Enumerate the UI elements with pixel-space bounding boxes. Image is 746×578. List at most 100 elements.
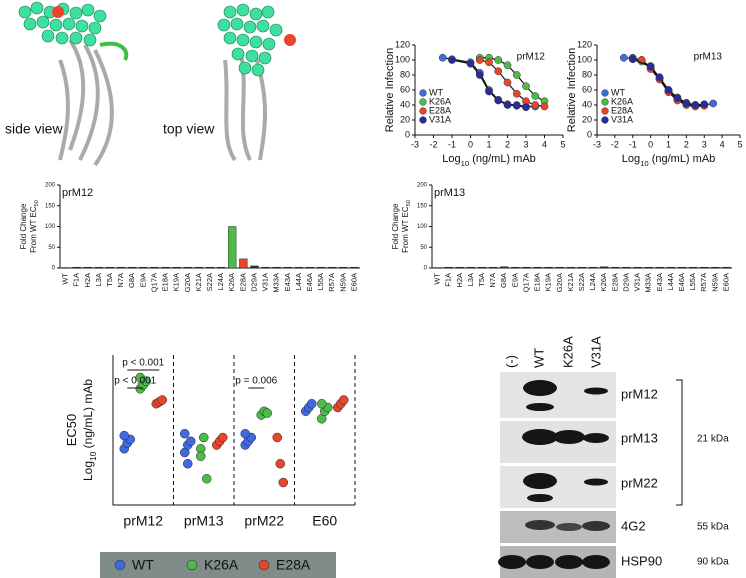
x-tick-label: K26A — [227, 273, 236, 291]
legend-marker — [419, 98, 427, 106]
x-tick-label: 5 — [737, 139, 742, 149]
x-tick-label: H2A — [83, 273, 92, 288]
y-tick-label: 0 — [424, 266, 428, 272]
x-tick-label: L44A — [666, 273, 675, 291]
point — [485, 87, 493, 96]
x-tick-label: M33A — [644, 273, 653, 293]
y-tick-label: 80 — [582, 69, 592, 79]
x-tick-label: L55A — [688, 273, 697, 291]
point — [475, 56, 484, 64]
legend-label: WT — [429, 87, 443, 97]
text-part: Fold Change — [391, 203, 400, 249]
lane-label: K26A — [560, 336, 575, 368]
point — [494, 56, 503, 64]
point — [664, 86, 673, 94]
size-label: 55 kDa — [697, 522, 729, 533]
bar — [150, 266, 159, 269]
text-part: (ng/mL) mAb — [649, 153, 716, 165]
point — [240, 429, 250, 439]
blot — [498, 372, 683, 578]
y-tick-label: 60 — [582, 84, 592, 94]
point — [628, 55, 637, 64]
point — [673, 94, 682, 103]
x-tick-label: 3 — [702, 139, 707, 149]
bar — [250, 265, 259, 269]
y-tick-label: 100 — [395, 54, 410, 64]
bar — [522, 266, 531, 269]
bar — [455, 266, 464, 269]
x-tick-label: L24A — [588, 273, 597, 291]
text-part: (ng/mL) mAb — [81, 379, 95, 452]
curve — [623, 57, 714, 106]
x-tick-label: N7A — [116, 273, 125, 288]
chart-title: prM12 — [517, 52, 546, 63]
x-tick-label: G20A — [183, 273, 192, 292]
text-part: Log — [81, 461, 95, 481]
x-tick-label: WT — [433, 273, 442, 285]
x-tick-label: M33A — [272, 273, 281, 293]
bar — [283, 266, 292, 269]
bar — [555, 266, 564, 269]
lane-label: (-) — [503, 355, 518, 368]
point — [278, 477, 288, 488]
x-tick-label: -2 — [611, 139, 619, 149]
legend-label: K26A — [611, 96, 633, 106]
point — [531, 92, 540, 100]
curve — [632, 58, 705, 106]
point — [522, 82, 530, 91]
point — [655, 73, 664, 82]
point — [531, 101, 540, 109]
y-tick-label: 120 — [395, 39, 410, 49]
x-tick-label: E28A — [610, 273, 619, 291]
x-tick-label: E60A — [349, 273, 358, 291]
x-tick-label: R57A — [327, 273, 336, 292]
y-tick-label: 20 — [582, 114, 592, 124]
bar — [194, 266, 203, 269]
chart-title: prM13 — [694, 52, 723, 63]
bar — [700, 266, 709, 269]
x-tick-label: 5 — [560, 139, 565, 149]
x-tick-label: E43A — [283, 273, 292, 291]
y-axis-label: Fold Change — [19, 203, 28, 249]
text-part: Log — [622, 153, 640, 165]
x-tick-label: K19A — [172, 273, 181, 291]
legend-label: E28A — [276, 557, 311, 573]
bar — [533, 266, 542, 269]
x-tick-label: prM13 — [184, 513, 224, 529]
legend-label: WT — [611, 87, 625, 97]
point — [494, 67, 503, 76]
x-tick-label: S22A — [577, 273, 586, 291]
row-label: prM22 — [621, 475, 658, 490]
row-label: HSP90 — [621, 553, 662, 568]
point — [619, 53, 628, 62]
point — [218, 432, 228, 443]
point — [709, 99, 718, 108]
size-label: 90 kDa — [697, 557, 729, 568]
legend-marker — [419, 116, 427, 124]
axis — [59, 185, 360, 269]
x-tick-label: prM22 — [244, 513, 284, 529]
point — [512, 101, 521, 110]
y-axis-label: EC50 — [64, 414, 79, 447]
bar — [677, 266, 687, 269]
legend-box — [100, 552, 336, 578]
bar — [183, 266, 192, 269]
bar — [294, 266, 303, 269]
point — [183, 459, 193, 469]
bar — [72, 266, 81, 269]
legend-label: V31A — [429, 114, 451, 124]
point — [317, 399, 327, 409]
x-tick-label: 1 — [486, 139, 491, 149]
legend-marker — [258, 559, 270, 571]
point — [494, 96, 503, 105]
y-tick-label: 20 — [400, 114, 410, 124]
x-tick-label: E46A — [305, 273, 314, 291]
x-tick-label: D29A — [621, 273, 630, 292]
x-tick-label: L3A — [94, 273, 103, 286]
x-tick-label: V31A — [633, 273, 642, 291]
x-tick-label: E9A — [510, 273, 519, 287]
point — [438, 53, 447, 62]
x-tick-label: 0 — [648, 139, 653, 149]
y-tick-label: 100 — [577, 54, 592, 64]
